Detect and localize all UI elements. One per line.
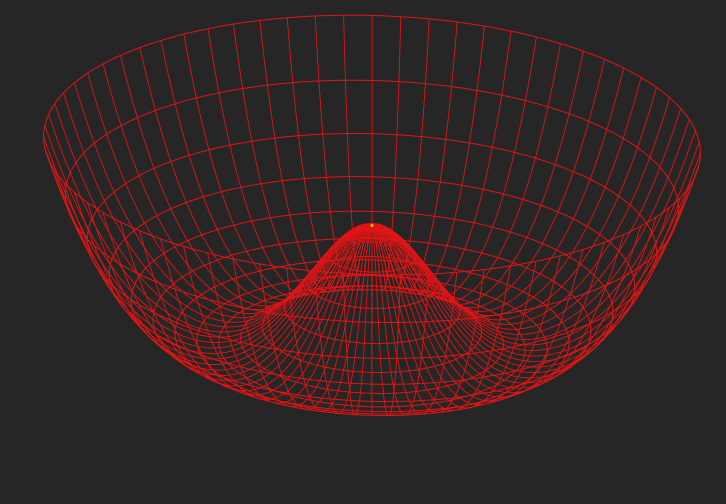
spoke-line xyxy=(371,225,561,406)
spoke-line xyxy=(259,20,373,293)
spoke-line xyxy=(232,225,373,407)
spoke-line xyxy=(372,97,671,325)
spoke-line xyxy=(259,225,373,410)
spoke-line xyxy=(371,186,690,368)
center-highlight xyxy=(370,223,374,228)
spoke-line xyxy=(160,225,373,396)
spoke-line xyxy=(371,141,700,346)
spoke-line xyxy=(160,40,373,301)
spoke-line xyxy=(371,51,584,305)
spoke-line xyxy=(371,67,625,312)
spoke-line xyxy=(62,181,373,365)
spoke-line xyxy=(371,31,512,297)
spoke-line xyxy=(183,225,373,400)
spoke-line xyxy=(371,225,537,409)
spoke-line xyxy=(314,225,373,414)
spoke-line xyxy=(371,87,657,321)
spoke-line xyxy=(73,192,373,371)
spoke-line xyxy=(286,225,373,413)
spoke-line xyxy=(371,225,605,398)
spoke-line xyxy=(207,28,373,296)
spoke-line xyxy=(371,225,458,415)
spoke-line xyxy=(183,34,373,298)
spoke-line xyxy=(48,114,373,333)
spoke-line xyxy=(54,170,373,360)
spoke-line xyxy=(371,119,690,335)
spoke-line xyxy=(371,18,430,292)
spoke-line xyxy=(371,225,624,394)
spoke-line xyxy=(102,212,373,382)
spoke-line xyxy=(44,125,373,338)
spoke-line xyxy=(371,164,700,357)
spoke-line xyxy=(371,207,671,379)
spoke-line xyxy=(371,77,642,316)
spoke-line xyxy=(43,136,373,343)
spoke-line xyxy=(371,26,485,295)
spoke-line xyxy=(207,225,373,404)
spoke-line xyxy=(371,225,512,411)
spoke-line xyxy=(342,225,373,416)
spoke-line xyxy=(87,202,373,376)
spoke-line xyxy=(139,225,373,392)
spoke-line xyxy=(371,43,561,302)
spoke-line xyxy=(371,175,696,363)
spoke-line xyxy=(371,59,605,309)
spoke-line xyxy=(119,221,373,387)
spoke-line xyxy=(371,225,584,402)
spoke-line xyxy=(139,47,373,304)
spoke-line xyxy=(371,225,485,414)
spoke-line xyxy=(48,159,373,354)
spoke-line xyxy=(371,225,401,417)
spoke-line xyxy=(44,147,373,349)
angular-spokes xyxy=(43,15,701,417)
